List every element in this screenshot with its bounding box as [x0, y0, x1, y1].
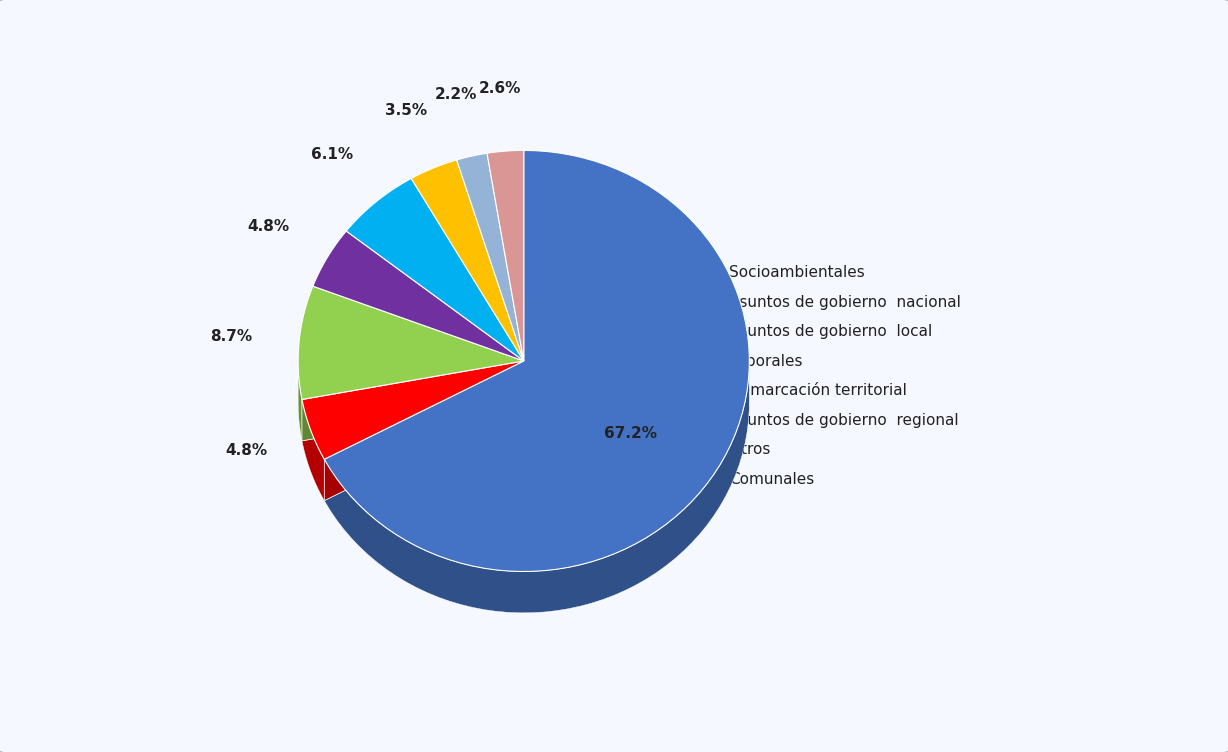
Polygon shape — [313, 231, 524, 361]
Legend: Socioambientales, Asuntos de gobierno  nacional, Asuntos de gobierno  local, Lab: Socioambientales, Asuntos de gobierno na… — [695, 257, 969, 495]
Polygon shape — [346, 231, 524, 402]
Polygon shape — [324, 361, 524, 501]
Polygon shape — [457, 160, 524, 402]
Polygon shape — [313, 287, 524, 402]
Polygon shape — [324, 150, 749, 572]
Polygon shape — [298, 362, 302, 441]
Polygon shape — [488, 153, 524, 402]
Polygon shape — [324, 368, 749, 613]
Polygon shape — [302, 361, 524, 459]
Polygon shape — [411, 178, 524, 402]
Polygon shape — [346, 231, 524, 402]
Text: 3.5%: 3.5% — [386, 102, 427, 117]
Polygon shape — [411, 160, 524, 361]
Text: 67.2%: 67.2% — [603, 426, 657, 441]
Text: 6.1%: 6.1% — [311, 147, 352, 162]
Polygon shape — [302, 361, 524, 441]
Polygon shape — [346, 178, 524, 361]
Polygon shape — [324, 361, 524, 501]
Text: 2.6%: 2.6% — [479, 80, 521, 96]
Text: 8.7%: 8.7% — [210, 329, 253, 344]
Polygon shape — [302, 361, 524, 441]
Polygon shape — [488, 153, 524, 402]
Text: 4.8%: 4.8% — [226, 444, 268, 459]
Polygon shape — [457, 160, 524, 402]
Polygon shape — [302, 399, 324, 501]
Polygon shape — [298, 287, 524, 399]
Polygon shape — [411, 178, 524, 402]
Polygon shape — [488, 150, 524, 361]
Text: 2.2%: 2.2% — [435, 87, 478, 102]
Polygon shape — [457, 153, 524, 361]
Text: 4.8%: 4.8% — [247, 219, 290, 234]
Polygon shape — [313, 287, 524, 402]
